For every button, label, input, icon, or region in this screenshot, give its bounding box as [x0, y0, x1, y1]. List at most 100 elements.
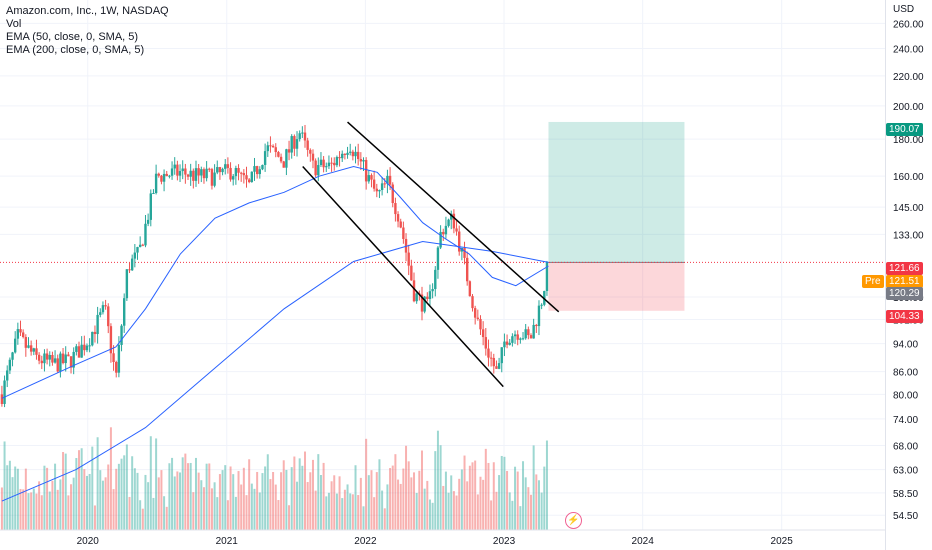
volume-bar [346, 484, 349, 530]
target-price-tag: 190.07 [886, 123, 923, 136]
volume-bar [274, 484, 277, 530]
candle-body [367, 175, 371, 182]
candle-body [306, 140, 309, 150]
volume-bar [428, 499, 431, 530]
candle-body [128, 269, 131, 271]
candle-body [27, 345, 30, 348]
candle-body [255, 166, 259, 175]
candle-body [285, 149, 288, 168]
volume-bar [288, 505, 291, 530]
lightning-icon[interactable]: ⚡ [565, 512, 582, 529]
candle-body [192, 170, 195, 181]
candle-body [513, 334, 517, 337]
volume-bar [317, 454, 320, 530]
volume-bar [229, 466, 232, 530]
volume-bar [301, 465, 304, 530]
candle-body [489, 357, 493, 359]
volume-bar [266, 454, 269, 530]
candle-body [3, 380, 6, 404]
candle-body [301, 132, 304, 134]
candle-body [45, 353, 49, 360]
candle-body [210, 169, 214, 186]
volume-bar [133, 468, 136, 530]
candle-body [8, 359, 12, 371]
volume-bar [38, 481, 41, 530]
volume-bar [224, 465, 227, 530]
ema-lines [1, 165, 549, 502]
volume-bar [468, 465, 471, 530]
candle-body [386, 175, 389, 184]
candle-body [56, 358, 59, 372]
candle-body [85, 345, 89, 351]
candle-body [335, 157, 339, 166]
volume-bar [101, 480, 104, 530]
volume-bar [184, 453, 187, 530]
price-tick: 94.00 [893, 340, 918, 351]
candle-body [372, 179, 376, 189]
price-tick: 68.00 [893, 442, 918, 453]
price-tick: 133.00 [893, 230, 924, 241]
premarket-badge: Pre [862, 275, 884, 288]
candle-body [434, 269, 437, 290]
volume-bar [32, 488, 35, 530]
volume-bar [537, 480, 540, 530]
volume-bar [128, 496, 131, 530]
last-price-tag: 121.66 [886, 262, 923, 275]
volume-bar [141, 508, 144, 530]
volume-bar [112, 489, 115, 530]
volume-bar [293, 456, 296, 530]
channel-upper-line [347, 121, 560, 313]
volume-bar [149, 436, 152, 530]
volume-bar [117, 463, 120, 530]
volume-bar [123, 455, 126, 530]
volume-bar [0, 487, 3, 530]
price-tick: 180.00 [893, 135, 924, 146]
candle-body [333, 162, 336, 166]
volume-bar [187, 463, 190, 530]
candle-body [364, 160, 368, 182]
volume-bar [85, 475, 88, 530]
volume-bar [463, 455, 466, 530]
candle-body [476, 317, 480, 319]
price-tick: 240.00 [893, 45, 924, 56]
price-tick: 54.50 [893, 511, 918, 522]
volume-bar [391, 465, 394, 530]
volume-bar [202, 487, 205, 530]
candle-body [343, 153, 347, 155]
volume-bar [232, 474, 235, 530]
volume-bar [508, 492, 511, 530]
volume-bar [208, 463, 211, 530]
candle-body [404, 238, 408, 253]
volume-bar [484, 448, 487, 530]
candle-body [11, 352, 14, 360]
candle-body [130, 258, 134, 271]
volume-bar [319, 474, 322, 530]
candle-body [35, 348, 38, 355]
volume-bar [205, 463, 208, 530]
volume-bar [125, 444, 128, 530]
candle-body [83, 344, 86, 351]
volume-bar [282, 460, 285, 530]
candle-body [359, 158, 363, 162]
volume-bar [309, 472, 312, 530]
volume-bar [415, 492, 418, 530]
volume-bar [503, 456, 506, 530]
trend-channel [302, 121, 560, 388]
candle-body [428, 291, 432, 299]
candle-body [125, 269, 129, 299]
candle-body [282, 161, 285, 168]
candle-body [32, 348, 36, 352]
candle-body [213, 172, 216, 186]
volume-bar [237, 471, 240, 530]
volume-bar [59, 479, 62, 530]
candle-body [117, 344, 121, 373]
profit-zone [548, 121, 685, 263]
volume-bar [407, 461, 410, 530]
candle-body [101, 305, 105, 313]
volume-bar [248, 459, 251, 530]
legend-title: Amazon.com, Inc., 1W, NASDAQ [6, 5, 169, 17]
channel-lower-line [302, 165, 504, 388]
price-tick: 145.00 [893, 203, 924, 214]
candle-body [500, 347, 503, 364]
